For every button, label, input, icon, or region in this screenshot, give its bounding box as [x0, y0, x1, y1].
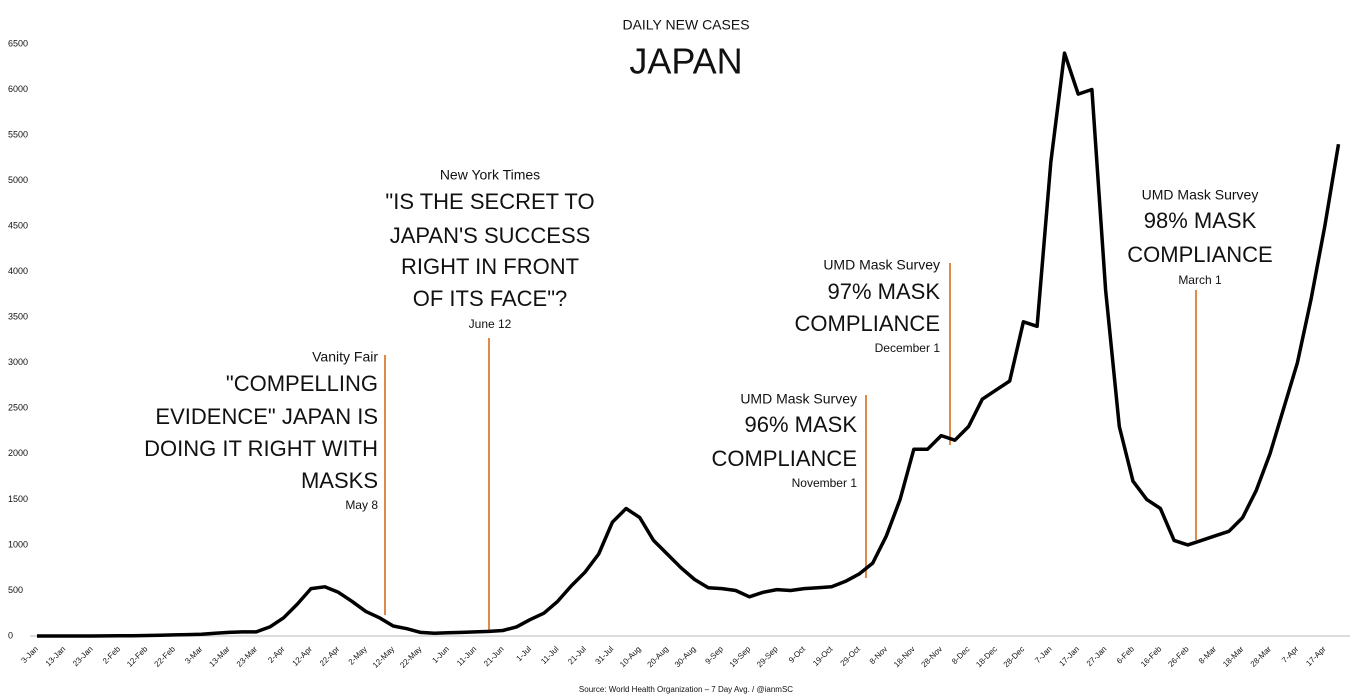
- y-tick-label: 2500: [8, 403, 28, 413]
- y-tick-label: 3500: [8, 312, 28, 322]
- annotation-text: RIGHT IN FRONT: [401, 254, 579, 279]
- y-tick-label: 6000: [8, 84, 28, 94]
- x-tick-label: 12-Apr: [291, 644, 315, 668]
- chart-title: JAPAN: [629, 41, 742, 82]
- annotation-text: EVIDENCE" JAPAN IS: [155, 404, 378, 429]
- y-tick-label: 500: [8, 585, 23, 595]
- annotation-text: COMPLIANCE: [1127, 242, 1272, 267]
- x-tick-label: 13-Jan: [44, 645, 68, 669]
- x-tick-label: 3-Jan: [19, 645, 40, 666]
- x-tick-label: 6-Feb: [1115, 644, 1137, 666]
- x-tick-label: 11-Jun: [455, 645, 478, 668]
- annotation-text: 98% MASK: [1144, 208, 1257, 233]
- x-tick-label: 1-Jun: [430, 645, 451, 666]
- annotation-text: COMPLIANCE: [712, 446, 857, 471]
- x-tick-label: 29-Oct: [839, 644, 863, 668]
- annotation-date: June 12: [469, 317, 512, 331]
- annotation-source: UMD Mask Survey: [823, 257, 940, 273]
- x-tick-label: 16-Feb: [1139, 644, 1164, 669]
- x-tick-label: 30-Aug: [673, 645, 698, 670]
- annotation-text: OF ITS FACE"?: [413, 286, 568, 311]
- annotation-text: MASKS: [301, 468, 378, 493]
- x-tick-label: 7-Apr: [1280, 644, 1300, 664]
- y-tick-label: 1500: [8, 494, 28, 504]
- x-tick-label: 12-Feb: [125, 644, 150, 669]
- annotation-source: New York Times: [440, 167, 540, 183]
- x-tick-label: 7-Jan: [1033, 645, 1054, 666]
- y-tick-label: 5000: [8, 175, 28, 185]
- x-tick-label: 2-Feb: [101, 644, 123, 666]
- x-tick-label: 9-Sep: [703, 644, 725, 666]
- x-tick-label: 23-Jan: [71, 645, 95, 669]
- x-tick-label: 26-Feb: [1166, 644, 1191, 669]
- x-tick-label: 1-Jul: [514, 644, 533, 663]
- y-tick-label: 6500: [8, 38, 28, 48]
- source-note: Source: World Health Organization – 7 Da…: [579, 685, 793, 694]
- x-tick-label: 31-Jul: [594, 644, 616, 666]
- x-tick-label: 19-Sep: [728, 644, 753, 669]
- x-tick-label: 21-Jul: [566, 644, 588, 666]
- y-tick-label: 4500: [8, 221, 28, 231]
- x-tick-label: 29-Sep: [755, 644, 780, 669]
- annotation-text: COMPLIANCE: [795, 311, 940, 336]
- annotation-text: JAPAN'S SUCCESS: [390, 223, 591, 248]
- x-tick-label: 27-Jan: [1085, 645, 1109, 669]
- annotation-date: December 1: [875, 341, 941, 355]
- x-tick-label: 9-Oct: [787, 644, 808, 665]
- annotation-text: 97% MASK: [828, 279, 941, 304]
- x-tick-label: 18-Nov: [892, 645, 917, 670]
- x-tick-label: 18-Dec: [974, 645, 999, 670]
- chart-subtitle: DAILY NEW CASES: [622, 17, 749, 33]
- x-tick-label: 10-Aug: [618, 645, 643, 670]
- annotation-source: UMD Mask Survey: [740, 391, 857, 407]
- annotation-date: May 8: [345, 498, 378, 512]
- x-tick-label: 8-Mar: [1197, 644, 1218, 665]
- annotation-text: "IS THE SECRET TO: [385, 189, 594, 214]
- x-tick-label: 2-May: [347, 645, 369, 667]
- x-tick-label: 21-Jun: [482, 645, 506, 669]
- annotation-source: Vanity Fair: [312, 349, 378, 365]
- x-tick-label: 23-Mar: [235, 644, 260, 669]
- annotation-date: March 1: [1178, 273, 1222, 287]
- x-tick-label: 18-Mar: [1221, 644, 1246, 669]
- x-tick-label: 12-May: [371, 645, 396, 670]
- x-tick-label: 17-Apr: [1304, 644, 1328, 668]
- x-tick-label: 13-Mar: [207, 644, 232, 669]
- annotation-date: November 1: [792, 476, 858, 490]
- x-tick-label: 22-Apr: [318, 644, 342, 668]
- x-tick-label: 28-Dec: [1002, 645, 1027, 670]
- x-tick-label: 19-Oct: [811, 644, 835, 668]
- annotation-text: DOING IT RIGHT WITH: [144, 436, 378, 461]
- y-tick-label: 1000: [8, 539, 28, 549]
- x-tick-label: 8-Dec: [950, 645, 971, 666]
- y-tick-label: 2000: [8, 448, 28, 458]
- x-tick-label: 22-Feb: [153, 644, 178, 669]
- y-tick-label: 4000: [8, 266, 28, 276]
- cases-line: [37, 51, 1341, 638]
- y-tick-label: 0: [8, 630, 13, 640]
- y-tick-label: 5500: [8, 129, 28, 139]
- x-tick-label: 11-Jul: [539, 644, 561, 666]
- x-tick-label: 20-Aug: [646, 645, 671, 670]
- annotation-source: UMD Mask Survey: [1142, 187, 1259, 203]
- x-tick-label: 17-Jan: [1057, 645, 1081, 669]
- x-tick-label: 22-May: [398, 645, 423, 670]
- x-tick-label: 28-Mar: [1249, 644, 1274, 669]
- y-tick-label: 3000: [8, 357, 28, 367]
- annotation-text: 96% MASK: [745, 412, 858, 437]
- x-tick-label: 2-Apr: [266, 644, 286, 664]
- x-tick-label: 28-Nov: [920, 645, 945, 670]
- annotation-text: "COMPELLING: [226, 371, 378, 396]
- x-tick-label: 8-Nov: [868, 645, 889, 666]
- x-tick-label: 3-Mar: [183, 644, 204, 665]
